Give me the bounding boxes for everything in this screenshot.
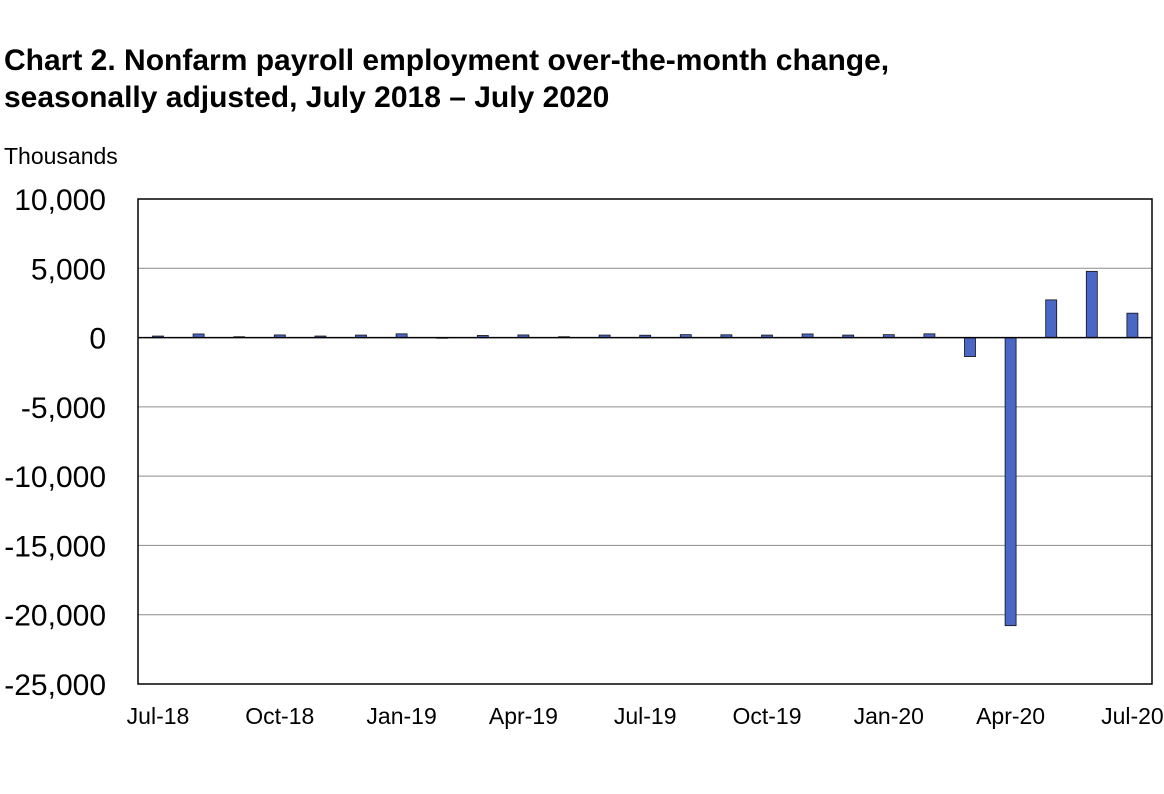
y-tick-label: -25,000 [4,669,106,702]
plot-frame [137,198,1153,685]
x-tick-label: Oct-18 [245,703,314,729]
chart-title-line-1: Chart 2. Nonfarm payroll employment over… [4,44,890,77]
x-tick-label: Apr-19 [489,703,558,729]
x-tick-label: Apr-20 [976,703,1045,729]
x-tick-label: Jul-20 [1101,703,1164,729]
chart-title: Chart 2. Nonfarm payroll employment over… [4,42,889,116]
x-tick-label: Oct-19 [732,703,801,729]
x-tick-label: Jan-20 [854,703,924,729]
bar-apr-20 [1004,337,1017,627]
x-tick-label: Jul-19 [614,703,677,729]
y-tick-label: -10,000 [4,461,106,494]
bar-jun-20 [1085,270,1098,338]
y-axis-unit-label: Thousands [4,143,118,169]
y-tick-label: 10,000 [14,184,106,217]
bar-mar-20 [964,337,976,357]
y-tick-label: -15,000 [4,530,106,563]
bar-jul-20 [1126,312,1139,338]
x-tick-label: Jan-19 [366,703,436,729]
bar-may-20 [1045,299,1058,338]
y-tick-label: -5,000 [21,392,106,425]
plot-area [138,199,1152,684]
x-tick-label: Jul-18 [127,703,190,729]
y-tick-label: 0 [89,323,106,356]
y-tick-label: -20,000 [4,600,106,633]
chart-title-line-2: seasonally adjusted, July 2018 – July 20… [4,81,610,114]
y-tick-label: 5,000 [31,253,106,286]
